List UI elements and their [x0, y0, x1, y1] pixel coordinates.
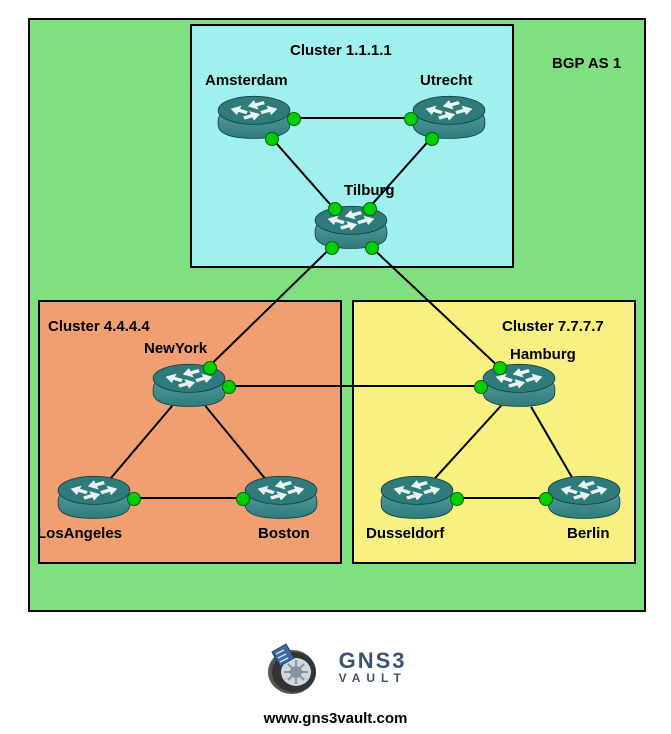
router-utrecht	[410, 90, 488, 140]
router-hamburg	[480, 358, 558, 408]
link-dot	[236, 492, 250, 506]
router-dusseldorf	[378, 470, 456, 520]
router-tilburg	[312, 200, 390, 250]
router-label-dusseldorf: Dusseldorf	[366, 525, 444, 542]
router-label-utrecht: Utrecht	[420, 72, 473, 89]
router-label-hamburg: Hamburg	[510, 346, 576, 363]
router-label-losangeles: LosAngeles	[37, 525, 122, 542]
link-dot	[474, 380, 488, 394]
link-dot	[493, 361, 507, 375]
link-dot	[365, 241, 379, 255]
router-amsterdam	[215, 90, 293, 140]
cluster-label-c1: Cluster 1.1.1.1	[290, 42, 392, 59]
link-dot	[287, 112, 301, 126]
link-dot	[404, 112, 418, 126]
router-label-amsterdam: Amsterdam	[205, 72, 288, 89]
link-dot	[450, 492, 464, 506]
link-dot	[265, 132, 279, 146]
link-dot	[127, 492, 141, 506]
link-dot	[203, 361, 217, 375]
cluster-label-c4: Cluster 4.4.4.4	[48, 318, 150, 335]
link-dot	[539, 492, 553, 506]
router-label-tilburg: Tilburg	[344, 182, 395, 199]
router-label-newyork: NewYork	[144, 340, 207, 357]
router-label-berlin: Berlin	[567, 525, 610, 542]
link-dot	[328, 202, 342, 216]
bgp-as-label: BGP AS 1	[552, 55, 621, 72]
cluster-label-c7: Cluster 7.7.7.7	[502, 318, 604, 335]
link-dot	[222, 380, 236, 394]
router-berlin	[545, 470, 623, 520]
router-losangeles	[55, 470, 133, 520]
router-label-boston: Boston	[258, 525, 310, 542]
router-boston	[242, 470, 320, 520]
logo: GNS3 VAULT	[0, 640, 671, 696]
link-dot	[363, 202, 377, 216]
footer-url: www.gns3vault.com	[0, 710, 671, 727]
